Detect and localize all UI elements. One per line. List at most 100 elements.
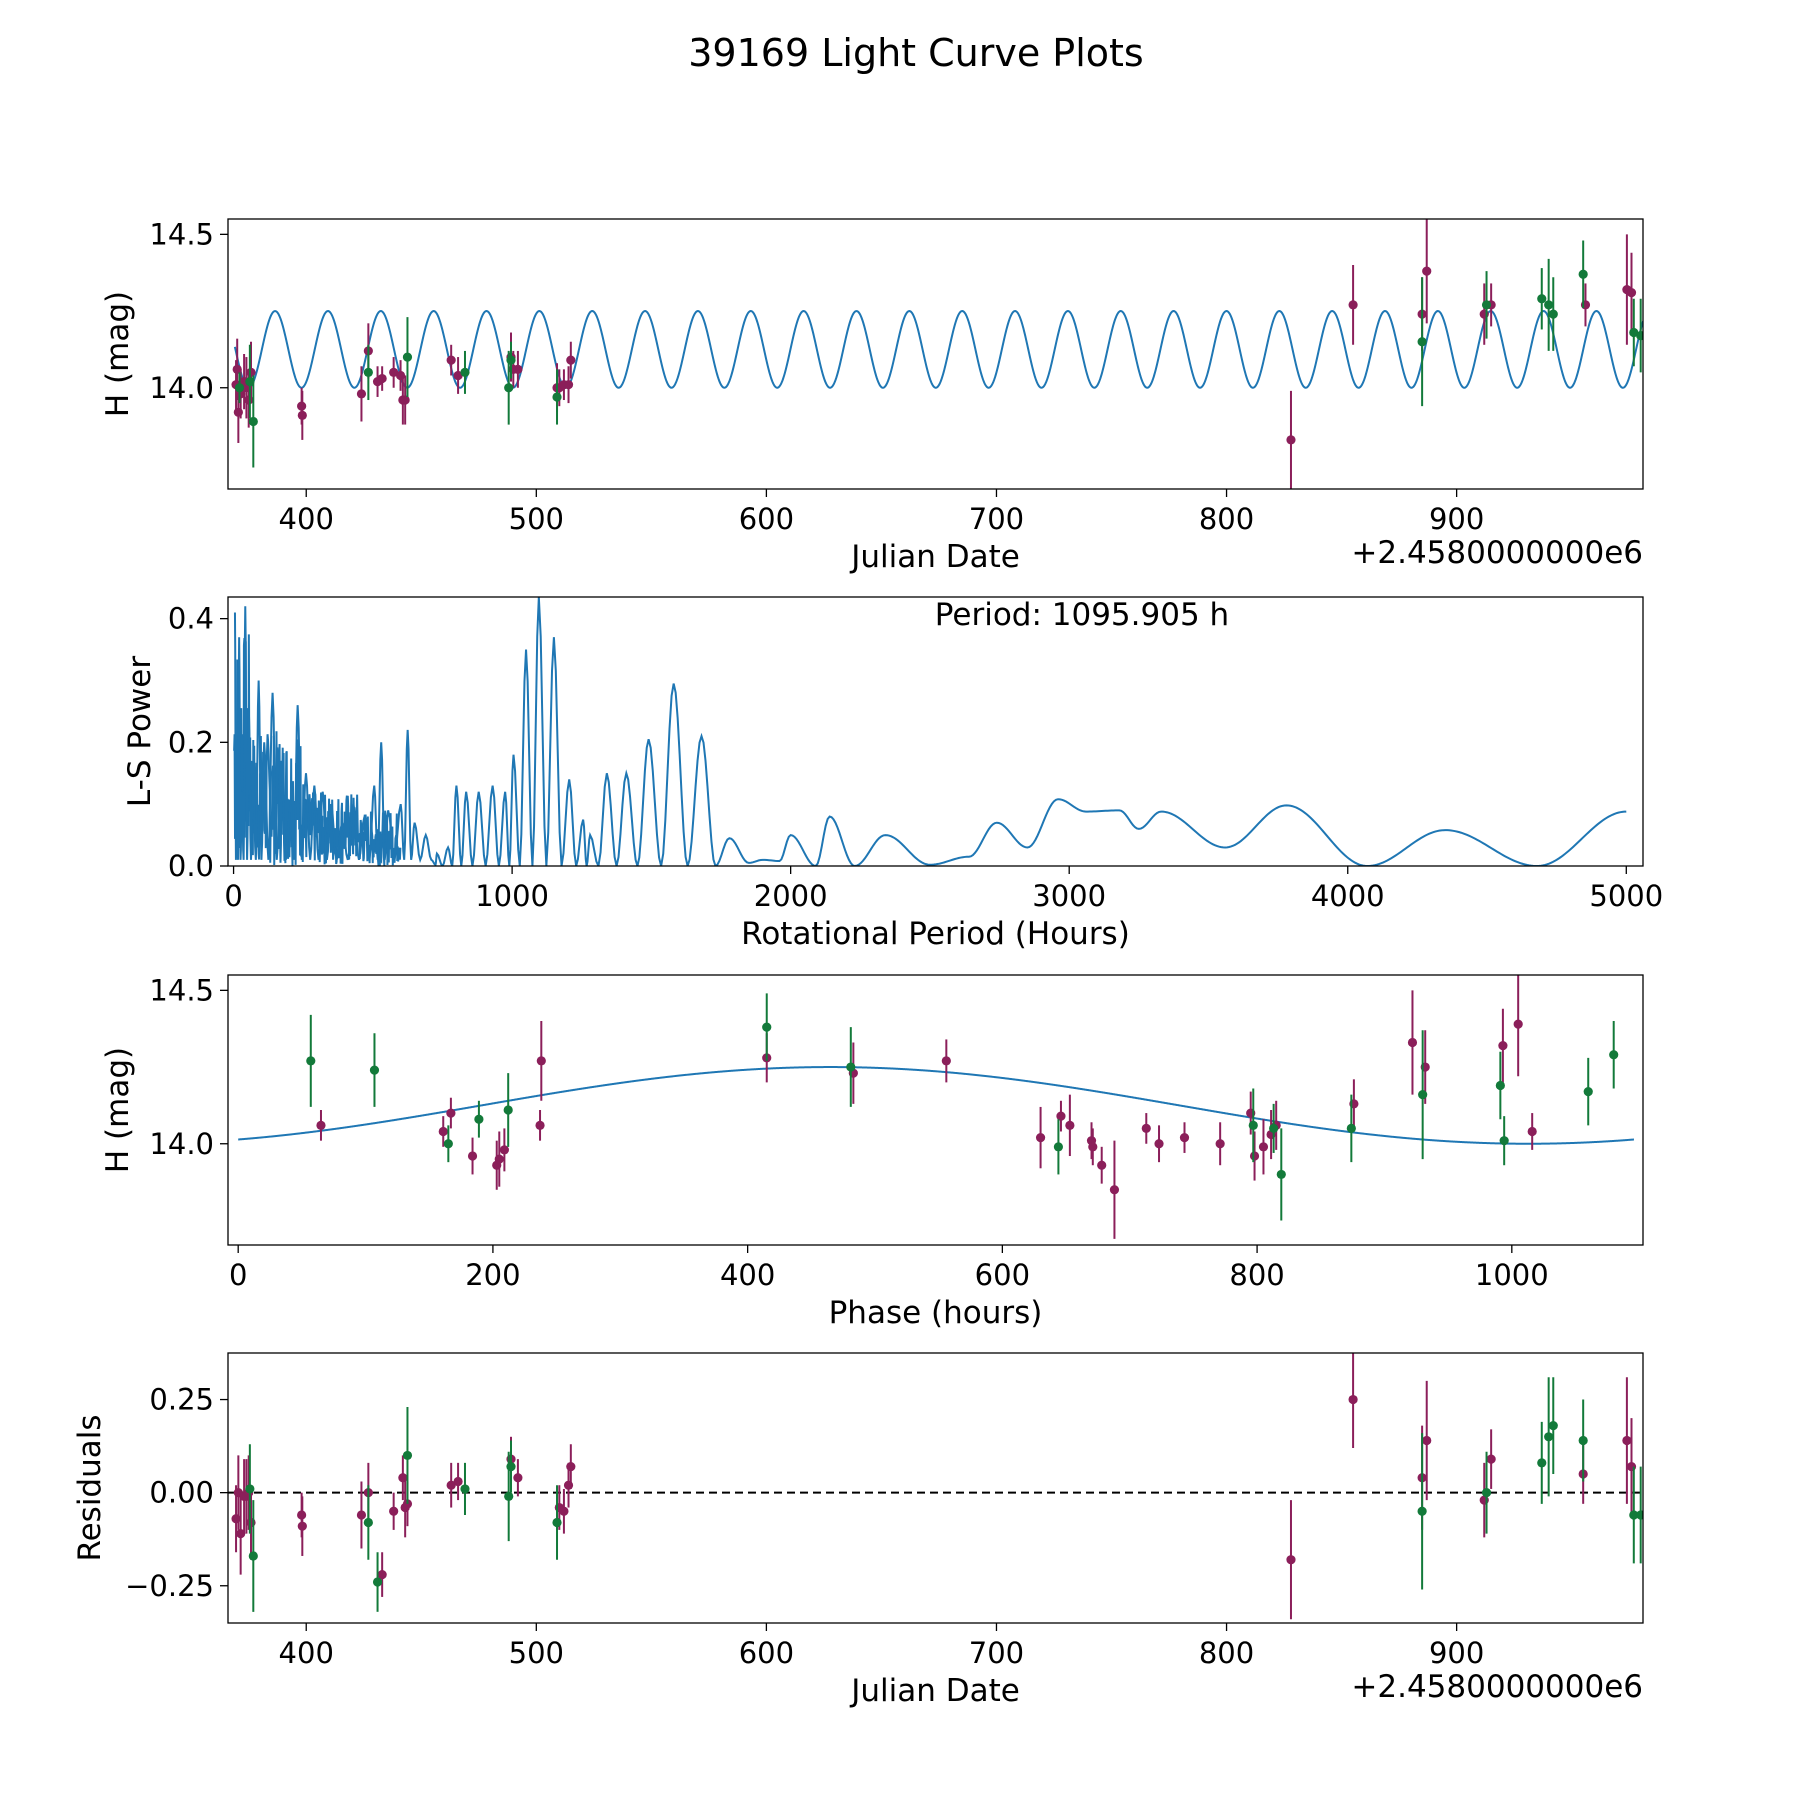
lightcurve-point-g: [506, 355, 516, 365]
phased-point-r: [446, 1108, 456, 1118]
residuals-ytick-label: 0.00: [149, 1476, 214, 1510]
periodogram-xtick-label: 5000: [1589, 879, 1663, 913]
residuals-point-r: [1486, 1454, 1496, 1464]
residuals-point-g: [1578, 1435, 1588, 1446]
phased-point-r: [1097, 1160, 1107, 1170]
phased-point-g: [503, 1105, 513, 1115]
residuals-x-offset-label: +2.4580000000e6: [1351, 1669, 1643, 1705]
residuals-point-r: [297, 1521, 307, 1531]
lightcurve-point-r: [297, 410, 307, 420]
phased-point-r: [499, 1145, 509, 1155]
periodogram-xtick-label: 1000: [475, 879, 549, 913]
phased-point-g: [443, 1139, 453, 1149]
phased-point-r: [1109, 1185, 1120, 1195]
periodogram-xtick-label: 2000: [754, 879, 828, 913]
lightcurve-point-r: [389, 367, 399, 378]
phased-point-g: [1609, 1050, 1619, 1060]
phased-model-curve: [238, 1066, 1635, 1145]
phased-point-r: [1258, 1142, 1269, 1152]
lightcurve-point-r: [453, 370, 463, 381]
lightcurve-axes: 400 500 600 700 800 900 14.0 14.5 Julian Date H (…: [100, 217, 1643, 575]
lightcurve-xtick-label: 800: [1199, 502, 1254, 536]
residuals-point-r: [513, 1473, 523, 1483]
phased-point-r: [536, 1056, 546, 1066]
residuals-point-r: [389, 1506, 399, 1516]
phased-point-r: [1249, 1151, 1260, 1161]
residuals-point-g: [460, 1484, 470, 1494]
lightcurve-x-offset-label: +2.4580000000e6: [1351, 535, 1643, 571]
lightcurve-point-r: [1422, 266, 1432, 276]
residuals-point-g: [504, 1491, 514, 1501]
lightcurve-plot-frame: [227, 218, 1644, 490]
lightcurve-point-r: [1286, 435, 1296, 445]
residuals-xtick-label: 400: [279, 1636, 334, 1670]
phased-point-r: [316, 1120, 326, 1130]
phased-point-r: [1513, 1019, 1523, 1029]
lightcurve-point-g: [1481, 300, 1492, 310]
figure-title: 39169 Light Curve Plots: [688, 31, 1143, 75]
lightcurve-point-g: [504, 383, 514, 393]
lightcurve-point-g: [402, 352, 413, 362]
phased-point-g: [1053, 1142, 1064, 1152]
lightcurve-xtick-label: 700: [969, 502, 1024, 536]
phased-xtick-label: 800: [1229, 1258, 1284, 1292]
lightcurve-point-r: [563, 380, 574, 390]
phased-point-g: [846, 1062, 856, 1072]
phased-point-g: [1346, 1123, 1356, 1134]
residuals-plot-frame: [227, 1352, 1644, 1624]
lightcurve-point-g: [1578, 269, 1588, 279]
residuals-point-g: [1544, 1432, 1554, 1442]
lightcurve-point-g: [248, 416, 258, 427]
phased-point-r: [535, 1120, 545, 1130]
lightcurve-point-g: [1417, 337, 1427, 347]
phased-point-r: [1179, 1133, 1190, 1143]
phased-xlabel: Phase (hours): [829, 1295, 1043, 1331]
periodogram-ytick-label: 0.0: [168, 849, 214, 883]
period-annotation: Period: 1095.905 h: [935, 597, 1229, 633]
lightcurve-point-r: [566, 355, 576, 365]
periodogram-ytick-label: 0.4: [168, 602, 214, 636]
residuals-point-r: [453, 1476, 463, 1487]
lightcurve-point-g: [1544, 300, 1554, 310]
lightcurve-model-curve: [233, 310, 1643, 389]
phased-plot-frame: [227, 974, 1644, 1246]
lightcurve-xlabel: Julian Date: [849, 539, 1020, 575]
residuals-point-r: [1286, 1555, 1296, 1565]
periodogram-power-curve: [233, 597, 1627, 866]
phased-point-g: [1276, 1169, 1286, 1180]
phased-point-r: [467, 1151, 478, 1161]
residuals-point-r: [566, 1461, 576, 1472]
phased-point-r: [1215, 1139, 1225, 1149]
residuals-point-g: [245, 1484, 255, 1494]
periodogram-xtick-label: 4000: [1311, 879, 1385, 913]
phased-xtick-label: 1000: [1475, 1258, 1549, 1292]
residuals-point-g: [372, 1577, 383, 1587]
residuals-point-r: [377, 1569, 387, 1580]
phased-point-r: [941, 1056, 951, 1066]
phased-point-r: [1056, 1111, 1066, 1121]
periodogram-xlabel: Rotational Period (Hours): [741, 916, 1130, 952]
phased-point-g: [1418, 1090, 1428, 1100]
lightcurve-point-g: [1537, 294, 1547, 304]
phased-xtick-label: 0: [229, 1258, 247, 1292]
residuals-point-g: [1629, 1510, 1639, 1520]
residuals-point-g: [363, 1517, 373, 1528]
phased-point-r: [1088, 1142, 1098, 1152]
lightcurve-point-g: [1636, 330, 1643, 341]
residuals-xtick-label: 600: [739, 1636, 794, 1670]
lightcurve-point-r: [232, 364, 242, 374]
residuals-xtick-label: 700: [969, 1636, 1024, 1670]
phased-point-r: [1498, 1040, 1508, 1051]
residuals-xtick-label: 800: [1199, 1636, 1254, 1670]
residuals-point-g: [402, 1450, 413, 1461]
phased-xtick-label: 600: [975, 1258, 1030, 1292]
lightcurve-point-g: [460, 367, 470, 378]
phased-point-g: [1495, 1080, 1505, 1091]
lightcurve-point-r: [513, 364, 523, 374]
lightcurve-xtick-label: 500: [509, 502, 564, 536]
residuals-point-r: [236, 1529, 246, 1539]
lightcurve-point-r: [246, 367, 256, 378]
residuals-ytick-label: −0.25: [125, 1569, 214, 1603]
residuals-point-g: [506, 1461, 516, 1472]
